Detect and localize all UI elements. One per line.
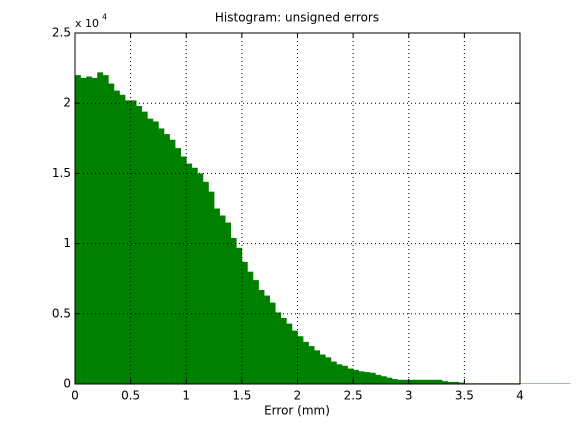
bar [303, 341, 309, 384]
bar [75, 75, 81, 385]
bar [113, 90, 120, 385]
x-tick-label: 0.5 [121, 389, 140, 403]
x-tick-label: 3.5 [455, 389, 474, 403]
bar [152, 121, 159, 385]
bar [436, 379, 443, 384]
bar [386, 377, 393, 384]
bar [214, 208, 220, 384]
bar [414, 379, 421, 384]
bar [80, 77, 87, 384]
bar [397, 379, 404, 384]
bar [375, 374, 382, 384]
bar [280, 318, 287, 384]
plot-frame [74, 32, 521, 385]
bar [342, 365, 348, 384]
bar [358, 371, 365, 384]
y-tick-label: 0.5 [52, 306, 71, 320]
bar [247, 271, 254, 384]
x-axis-label: Error (mm) [264, 404, 330, 418]
bar [241, 261, 248, 384]
bar [91, 77, 98, 384]
bar [175, 148, 181, 384]
x-tick-label: 1 [182, 389, 190, 403]
bar [264, 295, 270, 384]
bar [86, 76, 92, 385]
bar [164, 134, 170, 384]
bar [425, 379, 432, 384]
bar [202, 181, 209, 384]
bar [125, 100, 131, 384]
bar [180, 156, 187, 384]
x-tick-label: 3 [405, 389, 413, 403]
bar [314, 350, 321, 384]
bar [197, 173, 204, 384]
bar [364, 372, 371, 384]
bar [291, 330, 298, 384]
bar [230, 237, 237, 384]
bar [191, 167, 198, 384]
bar [308, 346, 315, 384]
bar [169, 139, 176, 384]
y-tick-label: 0 [63, 377, 71, 391]
bar [442, 381, 448, 384]
bar [208, 191, 215, 384]
bar [447, 381, 454, 384]
bar [297, 336, 304, 384]
bar [253, 280, 259, 384]
bar [136, 106, 143, 385]
bar [258, 289, 265, 384]
bar [269, 302, 276, 384]
bar [186, 163, 193, 384]
bar [419, 379, 426, 384]
bar [225, 222, 232, 384]
y-tick-label: 2.5 [52, 26, 71, 40]
bar [408, 379, 415, 384]
bar [353, 369, 359, 384]
bar [319, 354, 326, 384]
bar [158, 128, 165, 384]
bar [141, 111, 148, 385]
bar [108, 83, 115, 384]
bar [392, 379, 398, 384]
bar [130, 100, 137, 384]
bar [347, 368, 354, 384]
y-tick-label: 2 [63, 96, 71, 110]
x-tick-label: 4 [516, 389, 524, 403]
y-multiplier-exponent: 4 [102, 13, 107, 22]
y-tick-label: 1 [63, 236, 71, 250]
bar [431, 379, 437, 384]
x-tick-label: 1.5 [232, 389, 251, 403]
x-tick-label: 2 [294, 389, 302, 403]
bar [147, 118, 154, 385]
y-tick-label: 1.5 [52, 166, 71, 180]
bar [330, 361, 337, 384]
x-tick-label: 2.5 [344, 389, 363, 403]
y-multiplier: x 10 [75, 17, 99, 30]
bar [458, 382, 465, 384]
x-tick-label: 0 [71, 389, 79, 403]
bar [369, 372, 376, 384]
bar [102, 75, 109, 385]
chart-title: Histogram: unsigned errors [215, 11, 379, 25]
bar [325, 357, 332, 384]
bar [453, 381, 460, 384]
bar [236, 247, 243, 384]
bar [219, 215, 226, 384]
bar [97, 72, 104, 384]
bar [336, 364, 343, 384]
bar [119, 94, 126, 384]
bar [286, 323, 293, 384]
bar [403, 379, 410, 384]
bar [380, 376, 387, 384]
bar [275, 312, 282, 384]
